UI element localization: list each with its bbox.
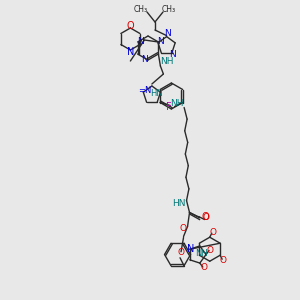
Text: O: O — [179, 224, 186, 233]
Text: N: N — [157, 37, 164, 46]
Text: F: F — [166, 103, 172, 112]
Text: NH: NH — [160, 58, 173, 67]
Text: O: O — [206, 246, 214, 255]
Text: CH₃: CH₃ — [134, 5, 148, 14]
Text: CH₃: CH₃ — [162, 5, 176, 14]
Text: O: O — [178, 248, 184, 257]
Text: O: O — [209, 228, 216, 237]
Text: N: N — [187, 244, 194, 254]
Text: NH: NH — [195, 249, 208, 258]
Text: HN: HN — [150, 89, 163, 98]
Text: N: N — [169, 50, 176, 59]
Text: N: N — [137, 38, 144, 46]
Text: O: O — [200, 262, 207, 272]
Text: =N: =N — [138, 86, 151, 95]
Text: N: N — [164, 29, 171, 38]
Text: O: O — [202, 212, 209, 221]
Text: HN: HN — [172, 199, 185, 208]
Text: O: O — [220, 256, 226, 265]
Text: O: O — [202, 213, 209, 222]
Text: NH: NH — [170, 99, 184, 108]
Text: N: N — [127, 47, 134, 57]
Text: O: O — [127, 21, 134, 31]
Text: N: N — [142, 56, 148, 64]
